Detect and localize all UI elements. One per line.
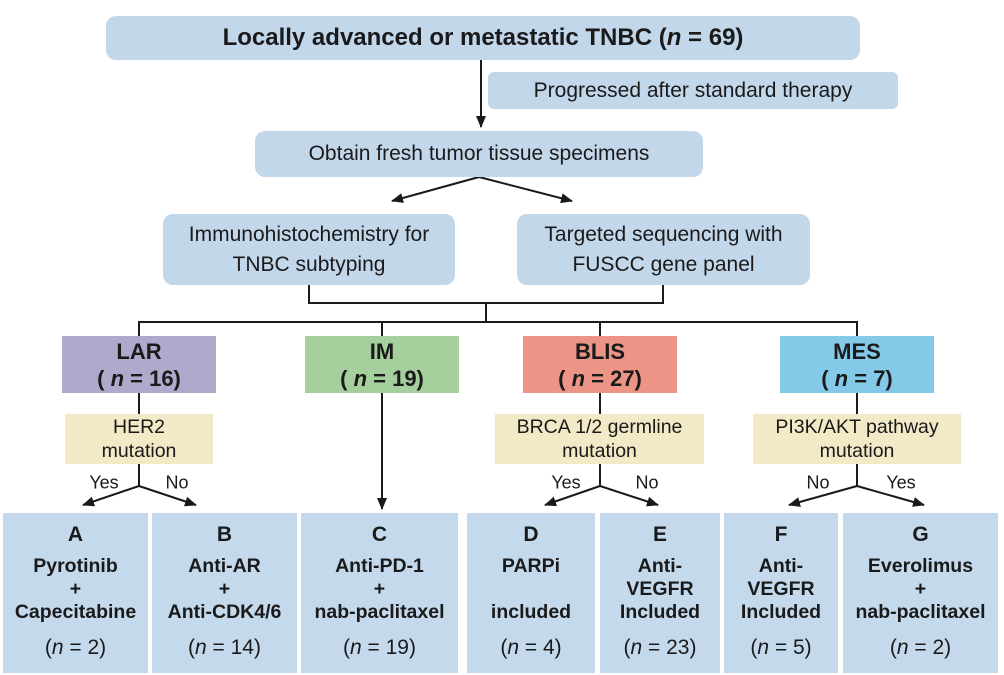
treatment-box-g: G Everolimus + nab-paclitaxel (n = 2)	[843, 513, 998, 673]
arm-f-line3: Included	[740, 601, 822, 623]
subtype-name-mes: MES	[833, 338, 881, 364]
pi3k-line2: mutation	[819, 440, 895, 462]
arm-e-count: (n = 23)	[623, 636, 697, 659]
arm-b-count: (n = 14)	[188, 636, 261, 659]
ihc-line1: Immunohistochemistry for	[188, 222, 430, 246]
subtype-box-im: IM ( n = 19)	[305, 336, 459, 393]
her2-no-label: No	[165, 472, 189, 493]
arm-a-line3: Capecitabine	[14, 601, 137, 623]
arm-c-letter: C	[371, 523, 388, 546]
enrollment-label: Locally advanced or metastatic TNBC (n =…	[222, 24, 744, 51]
subtype-box-lar: LAR ( n = 16)	[62, 336, 216, 393]
subtype-name-im: IM	[369, 338, 395, 364]
arm-f-line1: Anti-	[758, 555, 804, 577]
brca-line2: mutation	[562, 440, 637, 462]
targeted-sequencing-box: Targeted sequencing with FUSCC gene pane…	[517, 214, 810, 285]
seq-line2: FUSCC gene panel	[572, 252, 755, 276]
arm-b-letter: B	[216, 523, 233, 546]
subtype-count-lar: ( n = 16)	[97, 365, 181, 391]
subtype-box-mes: MES ( n = 7)	[780, 336, 934, 393]
arm-d-count: (n = 4)	[500, 636, 562, 659]
distribution-line-subtypes	[138, 321, 858, 336]
ihc-subtyping-box: Immunohistochemistry for TNBC subtyping	[163, 214, 455, 285]
arm-b-line2: +	[218, 578, 231, 600]
arm-d-letter: D	[523, 523, 539, 546]
arm-e-line1: Anti-	[637, 555, 683, 577]
arm-d-line3: included	[490, 601, 572, 623]
arm-c-line3: nab-paclitaxel	[314, 601, 445, 623]
arm-f-letter: F	[774, 523, 788, 546]
arm-g-line1: Everolimus	[867, 555, 974, 577]
arrow-obtain-to-ihc	[391, 176, 480, 203]
mutation-box-her2: HER2 mutation	[65, 414, 213, 464]
treatment-box-b: B Anti-AR + Anti-CDK4/6 (n = 14)	[152, 513, 297, 673]
arm-g-line2: +	[914, 578, 927, 600]
pi3k-no-label: No	[806, 472, 830, 493]
subtype-count-im: ( n = 19)	[340, 365, 424, 391]
subtype-name-lar: LAR	[116, 338, 162, 364]
mutation-box-pi3k: PI3K/AKT pathway mutation	[753, 414, 961, 464]
treatment-box-d: D PARPi included (n = 4)	[467, 513, 595, 673]
treatment-box-c: C Anti-PD-1 + nab-paclitaxel (n = 19)	[301, 513, 458, 673]
arm-g-line3: nab-paclitaxel	[855, 601, 986, 623]
arm-a-count: (n = 2)	[44, 636, 107, 659]
treatment-box-f: F Anti- VEGFR Included (n = 5)	[724, 513, 838, 673]
mutation-box-brca: BRCA 1/2 germline mutation	[495, 414, 704, 464]
treatment-box-e: E Anti- VEGFR Included (n = 23)	[600, 513, 720, 673]
treatment-box-a: A Pyrotinib + Capecitabine (n = 2)	[3, 513, 148, 673]
arrow-obtain-to-seq	[478, 176, 573, 204]
obtain-specimens-label: Obtain fresh tumor tissue specimens	[308, 142, 650, 165]
arm-g-letter: G	[912, 523, 929, 546]
arm-f-line2: VEGFR	[747, 578, 815, 600]
progressed-note-label: Progressed after standard therapy	[533, 78, 853, 102]
subtype-count-blis: ( n = 27)	[558, 365, 642, 391]
arm-f-count: (n = 5)	[750, 636, 812, 659]
arm-a-line2: +	[69, 578, 82, 600]
pi3k-line1: PI3K/AKT pathway	[775, 416, 939, 438]
pi3k-yes-label: Yes	[886, 472, 916, 493]
subtype-box-blis: BLIS ( n = 27)	[523, 336, 677, 393]
obtain-specimens-box: Obtain fresh tumor tissue specimens	[255, 131, 703, 177]
progressed-note-box: Progressed after standard therapy	[488, 72, 898, 109]
arm-c-line2: +	[373, 578, 386, 600]
arm-d-line2	[491, 578, 571, 601]
arm-b-line3: Anti-CDK4/6	[167, 601, 282, 623]
arm-a-letter: A	[67, 523, 84, 546]
subtype-name-blis: BLIS	[574, 338, 626, 364]
arm-b-line1: Anti-AR	[188, 555, 261, 577]
arm-e-line3: Included	[619, 601, 701, 623]
brca-no-label: No	[635, 472, 659, 493]
her2-line1: HER2	[112, 416, 166, 438]
seq-line1: Targeted sequencing with	[544, 222, 783, 246]
arm-c-count: (n = 19)	[343, 636, 416, 659]
arm-g-count: (n = 2)	[889, 636, 952, 659]
arm-e-letter: E	[652, 523, 667, 546]
brca-line1: BRCA 1/2 germline	[516, 416, 683, 438]
arm-c-line1: Anti-PD-1	[335, 555, 424, 577]
her2-yes-label: Yes	[89, 472, 119, 493]
enrollment-box: Locally advanced or metastatic TNBC (n =…	[106, 16, 860, 60]
ihc-line2: TNBC subtyping	[232, 252, 386, 276]
arm-a-line1: Pyrotinib	[33, 555, 118, 577]
subtype-count-mes: ( n = 7)	[821, 365, 893, 391]
arm-d-line1: PARPi	[501, 555, 561, 577]
arm-e-line2: VEGFR	[626, 578, 694, 600]
brca-yes-label: Yes	[551, 472, 581, 493]
bracket-methods-join	[308, 285, 664, 322]
her2-line2: mutation	[101, 440, 177, 462]
